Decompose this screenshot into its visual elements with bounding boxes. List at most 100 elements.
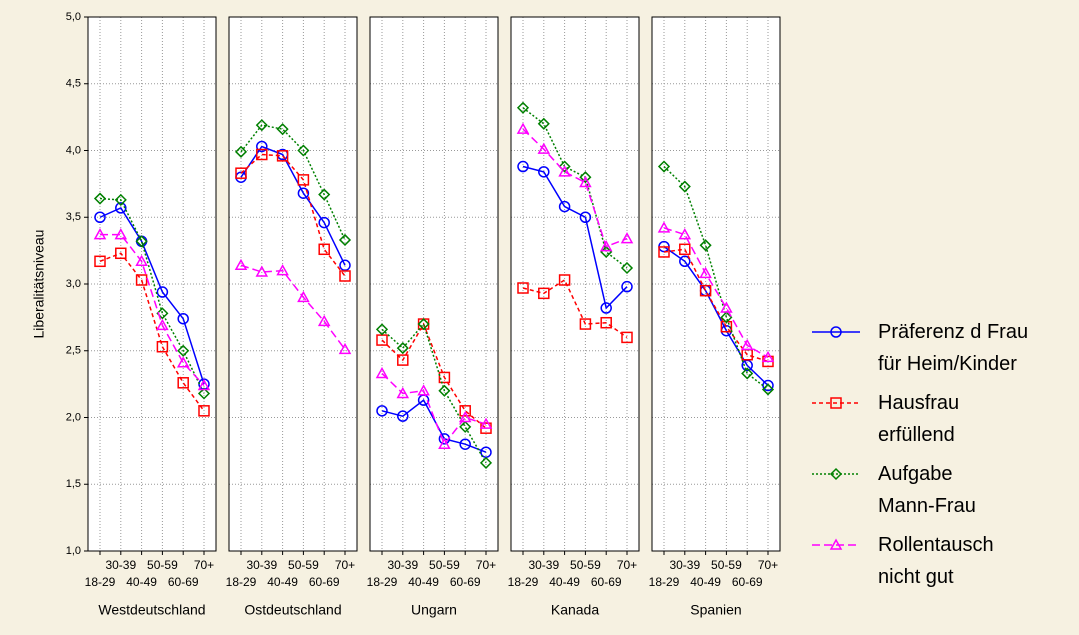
x-tick-label: 50-59 [429,558,460,572]
marker [538,287,550,300]
marker [458,410,472,423]
legend-marker [830,326,842,338]
marker [115,202,127,214]
marker [276,150,289,162]
x-tick-label: 40-49 [408,575,439,589]
x-tick-label: 70+ [476,558,496,572]
marker [338,233,352,247]
x-tick-label: 70+ [617,558,637,572]
marker [375,323,389,336]
marker [276,264,289,276]
marker [176,356,190,368]
marker [297,187,310,199]
marker [234,258,248,271]
marker [396,342,409,355]
marker [741,367,754,380]
panel-frame [510,16,640,552]
series-line [381,322,487,429]
marker [255,265,269,277]
x-tick-label: 18-29 [508,575,539,589]
x-tick-label: 18-29 [367,575,398,589]
y-tick-label: 4,0 [66,144,81,156]
legend-label: Rollentausch nicht gut [878,534,994,588]
marker [538,166,550,178]
marker [740,338,754,351]
legend-marker [829,538,843,550]
series-line [240,145,346,266]
series-line [240,153,346,277]
marker [479,417,493,429]
marker [115,247,127,260]
marker [297,290,310,303]
x-tick-label: 50-59 [570,558,601,572]
series-line [663,248,769,363]
x-tick-label: 60-69 [309,575,340,589]
marker [177,344,190,357]
x-tick-label: 60-69 [732,575,763,589]
marker [679,255,691,268]
legend-label: Aufgabe Mann-Frau [878,463,976,517]
marker [375,366,389,379]
marker [438,371,451,384]
panel-label: Ostdeutschland [244,602,341,618]
marker [297,144,310,157]
y-tick-label: 5,0 [66,11,81,23]
marker [621,331,633,344]
marker [558,200,571,213]
y-tick-label: 3,0 [66,278,81,290]
x-tick-label: 50-59 [711,558,742,572]
marker [276,123,289,136]
marker [579,175,592,188]
panel-label: Ungarn [411,602,457,618]
marker [198,405,210,417]
marker [197,378,211,391]
x-tick-label: 60-69 [591,575,622,589]
marker [479,456,493,469]
x-tick-label: 40-49 [549,575,580,589]
marker [338,342,352,355]
marker [600,316,612,329]
x-tick-label: 50-59 [147,558,178,572]
marker [558,165,571,177]
x-tick-label: 70+ [758,558,778,572]
marker [537,117,550,130]
marker [599,240,613,252]
marker [699,284,712,297]
marker [459,438,471,450]
marker [94,211,106,223]
marker [537,142,551,154]
marker [235,167,247,179]
x-tick-label: 18-29 [226,575,257,589]
panel-label: Kanada [551,602,599,618]
marker [156,286,169,298]
marker [438,437,451,449]
marker [318,188,331,201]
marker [579,211,592,223]
y-axis-label: Liberalitätsniveau [31,230,47,339]
series-line [99,252,205,412]
x-tick-label: 70+ [194,558,214,572]
x-tick-label: 50-59 [288,558,319,572]
marker [397,410,409,422]
x-tick-label: 40-49 [126,575,157,589]
marker [397,354,409,366]
marker [318,243,330,256]
marker [720,301,733,313]
series-line [381,399,487,453]
marker [516,101,530,114]
y-tick-label: 4,5 [66,78,81,90]
legend-marker [829,467,843,481]
marker [678,180,691,193]
x-tick-label: 30-39 [105,558,136,572]
marker [720,311,733,324]
x-tick-label: 18-29 [649,575,680,589]
marker [417,384,430,396]
marker [579,318,592,330]
marker [517,160,529,173]
marker [579,171,592,184]
marker [93,192,107,205]
marker [135,254,148,267]
marker [156,318,169,331]
series-line [663,227,769,359]
